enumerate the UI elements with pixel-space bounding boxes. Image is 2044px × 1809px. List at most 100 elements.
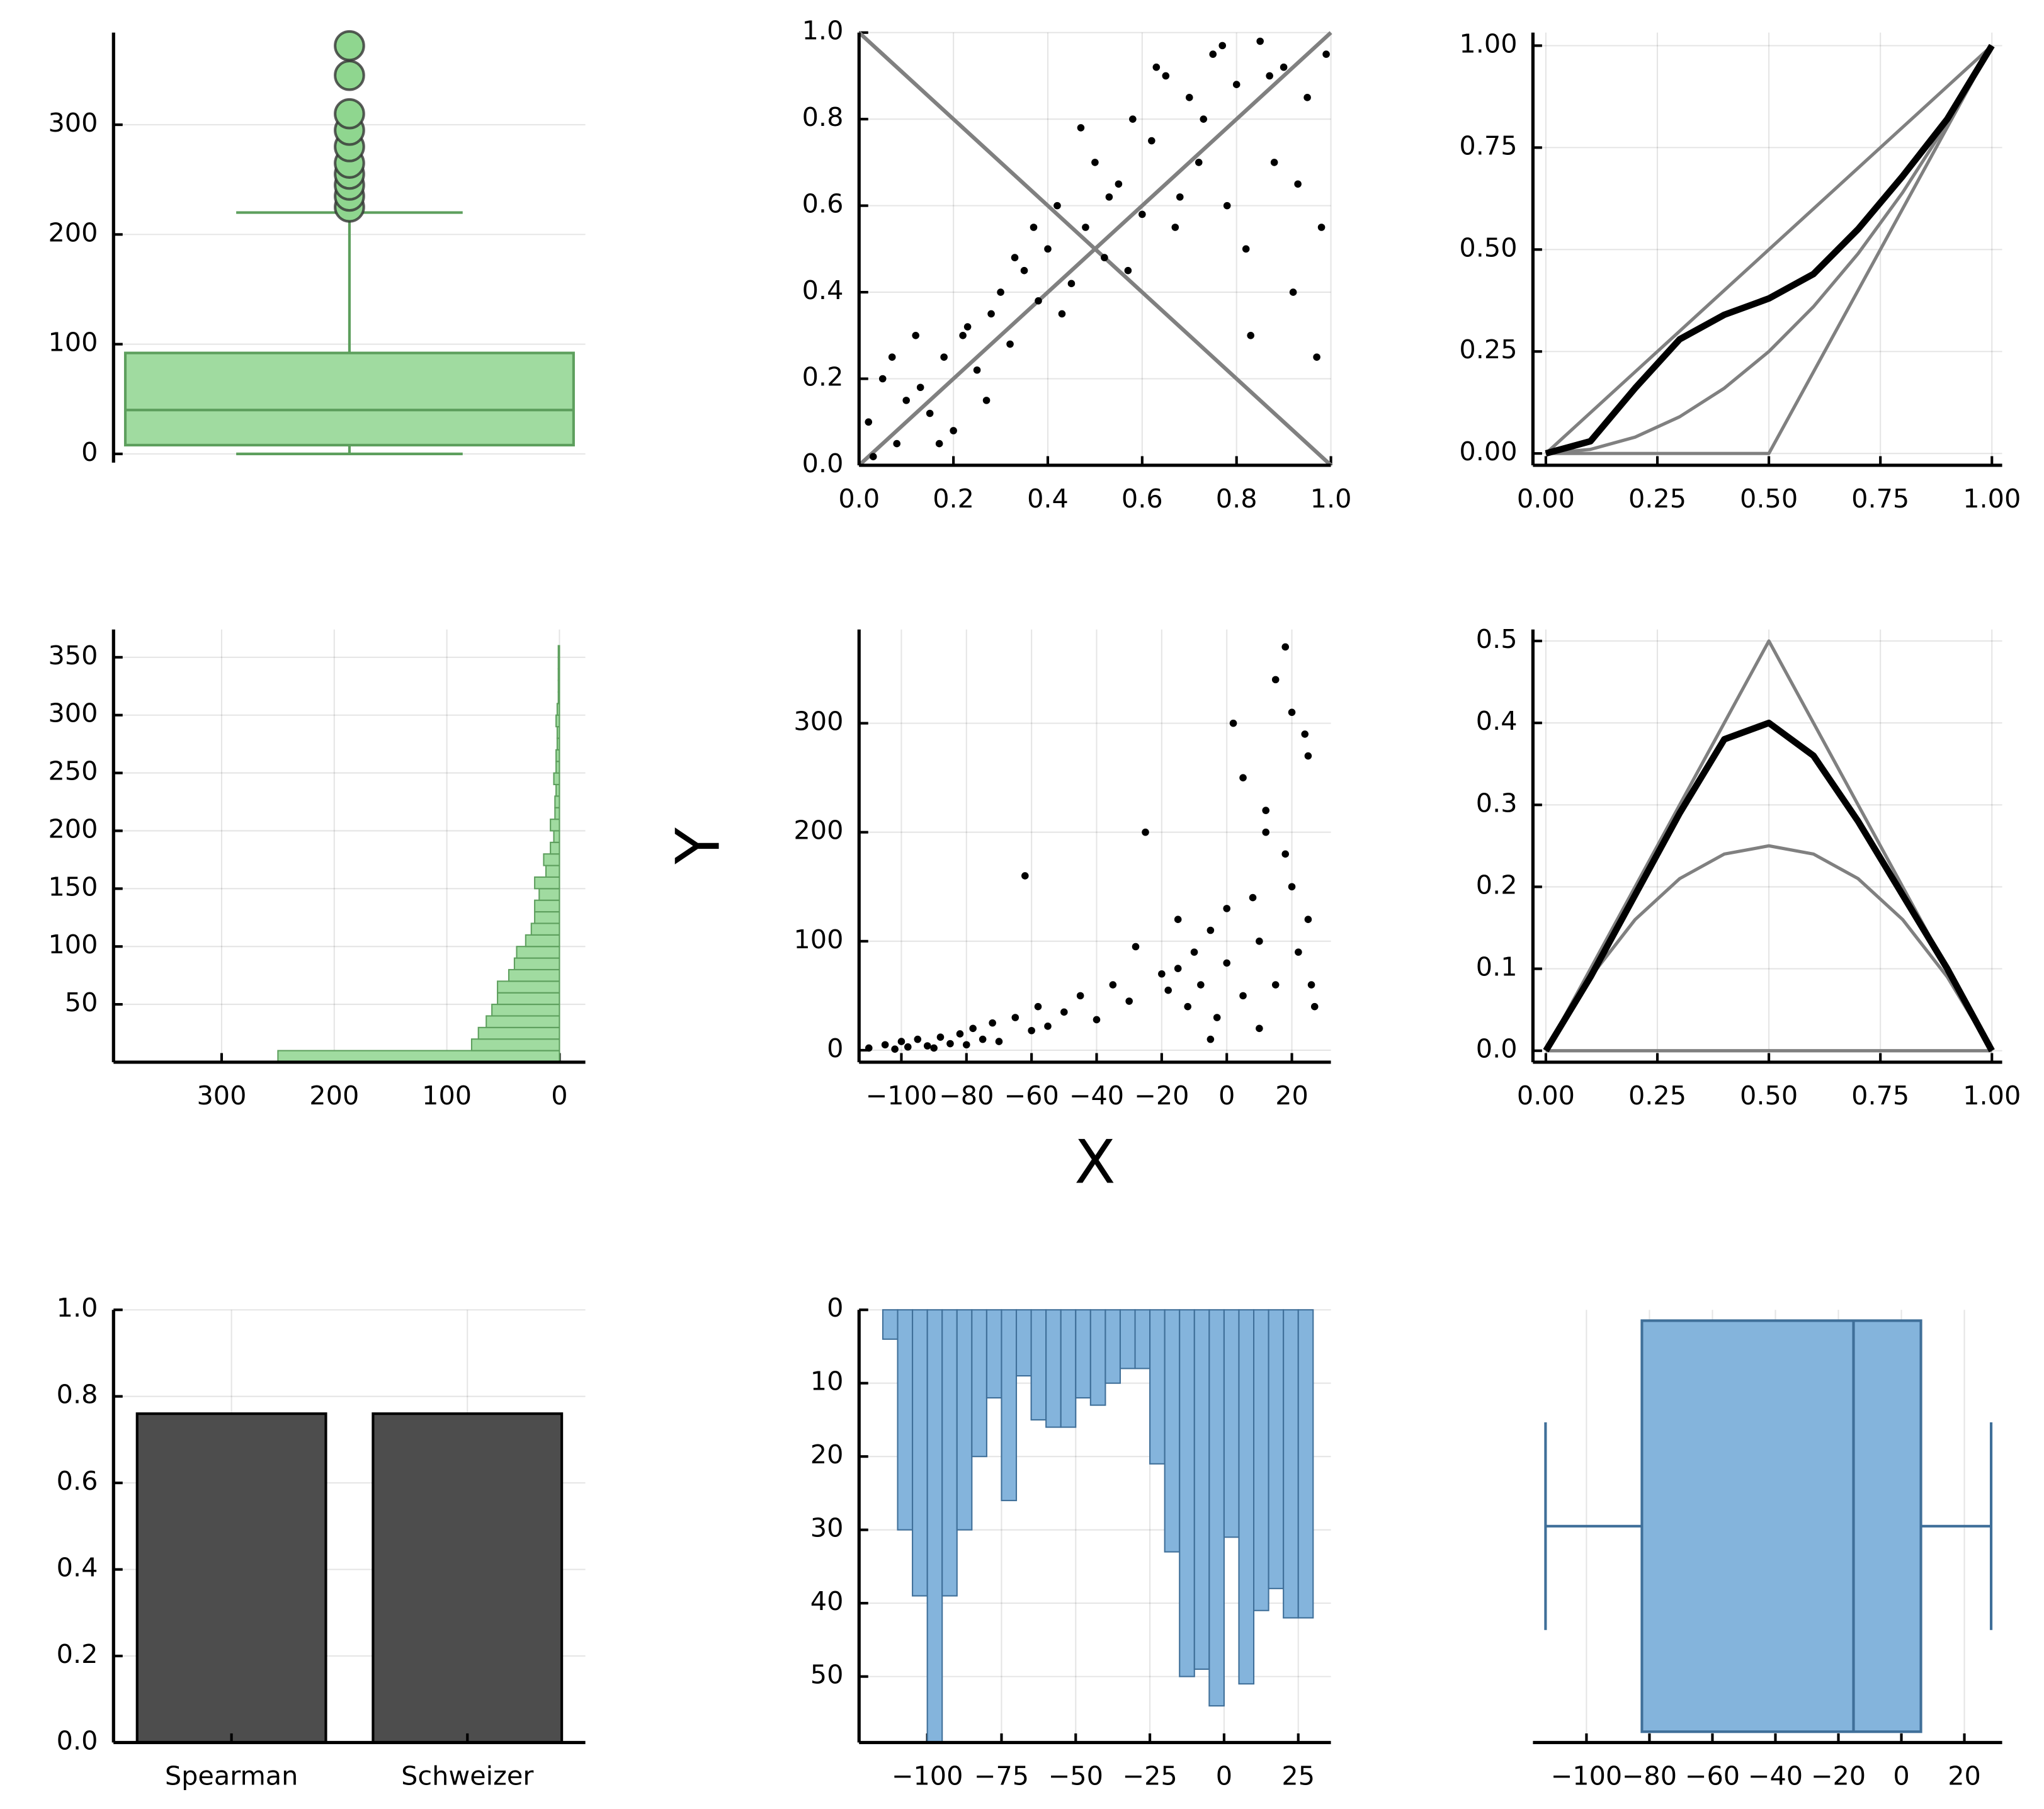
bar: [882, 1309, 899, 1340]
point: [1304, 916, 1312, 923]
x-tick-label: −40: [1748, 1761, 1803, 1791]
y-tick-label: 0.3: [1476, 788, 1518, 818]
bar: [554, 807, 560, 820]
point: [1115, 180, 1123, 188]
point: [1239, 774, 1247, 781]
x-tick-label: 1.0: [1310, 484, 1352, 514]
x-tick-label: −100: [866, 1080, 938, 1111]
y-tick-label: 0.6: [57, 1466, 98, 1496]
curve: [1545, 43, 1995, 457]
y-tick-label: 150: [48, 871, 98, 902]
point: [1271, 981, 1280, 989]
x-tick-label: 0.6: [1121, 484, 1163, 514]
point: [1124, 266, 1132, 275]
point: [940, 353, 948, 361]
point: [1207, 1035, 1215, 1043]
y-tick-label: 0: [827, 1293, 843, 1323]
y-tick-label: 1.00: [1459, 28, 1517, 59]
point: [1101, 254, 1108, 261]
y-tick-label: 0.0: [57, 1725, 98, 1755]
x-tick-label: 0.50: [1740, 484, 1798, 514]
bar: [538, 888, 560, 901]
bar: [1149, 1309, 1166, 1465]
point: [1053, 201, 1061, 210]
curve: [1545, 44, 1994, 455]
x-tick-label: 0.50: [1740, 1080, 1798, 1111]
bar: [1015, 1309, 1032, 1377]
point: [1091, 159, 1099, 166]
point: [1262, 828, 1270, 836]
point: [1218, 42, 1227, 50]
point: [1077, 124, 1085, 132]
x-tick-label: −25: [1122, 1761, 1177, 1791]
bar: [534, 911, 560, 924]
outlier: [334, 30, 365, 62]
bar: [477, 1026, 560, 1040]
point: [1271, 676, 1280, 684]
y-tick-label: 1.0: [57, 1293, 98, 1323]
point: [865, 1044, 873, 1052]
bar: [508, 968, 560, 982]
bar: [557, 679, 560, 693]
y-tick-label: 0.5: [1476, 624, 1518, 654]
point: [1281, 850, 1290, 858]
point: [1067, 280, 1076, 288]
point: [1256, 1024, 1263, 1033]
bar: [534, 876, 560, 890]
bar: [554, 795, 560, 808]
y-tick-label: 0.25: [1459, 334, 1517, 365]
box: [123, 351, 575, 446]
point: [1262, 807, 1270, 814]
bar: [553, 830, 560, 843]
x-tick-label: −40: [1069, 1080, 1124, 1111]
y-tick-label: 0.1: [1476, 952, 1518, 982]
bar: [556, 703, 560, 716]
x-tick-label: −75: [974, 1761, 1029, 1791]
y-tick-label: 0.00: [1459, 436, 1517, 467]
y-tick-label: 0.8: [802, 102, 844, 132]
bar: [971, 1309, 987, 1458]
y-tick-label: 200: [48, 814, 98, 844]
bar: [1164, 1309, 1181, 1553]
y-tick-label: 250: [48, 756, 98, 786]
point: [1185, 94, 1193, 101]
point: [1281, 643, 1290, 651]
point: [1129, 115, 1137, 123]
point: [1076, 992, 1084, 1000]
x-tick-label: 1.00: [1963, 1080, 2021, 1111]
y-tick-label: 100: [48, 929, 98, 960]
point: [1152, 63, 1161, 71]
bar: [497, 980, 560, 994]
y-tick-label: 50: [810, 1660, 844, 1690]
point: [1256, 938, 1263, 945]
bar: [1238, 1309, 1255, 1685]
x-tick-label: 0: [1218, 1080, 1235, 1111]
point: [1242, 245, 1250, 253]
point: [1030, 224, 1038, 231]
bar: [1193, 1309, 1210, 1670]
point: [1294, 180, 1302, 188]
point: [1223, 201, 1231, 210]
y-axis-label: Y: [664, 827, 734, 865]
bar: [912, 1309, 928, 1597]
curve: [1545, 45, 1994, 455]
point: [979, 1035, 987, 1043]
point: [869, 453, 877, 461]
point: [930, 1044, 938, 1052]
point: [1058, 310, 1066, 318]
point: [888, 353, 896, 361]
point: [1249, 893, 1257, 902]
point: [1021, 872, 1029, 880]
bar: [135, 1412, 327, 1744]
bar: [555, 714, 560, 728]
point: [1256, 37, 1264, 45]
x-tick-label: 0.25: [1628, 484, 1686, 514]
y-tick-label: 0.6: [802, 189, 844, 219]
point: [914, 1035, 922, 1043]
point: [1317, 224, 1326, 231]
y-tick-label: 0.4: [802, 275, 844, 305]
x-tick-label: Schweizer: [401, 1761, 534, 1791]
y-tick-label: 100: [48, 327, 98, 358]
y-tick-label: 200: [48, 217, 98, 247]
bar: [1045, 1309, 1062, 1428]
